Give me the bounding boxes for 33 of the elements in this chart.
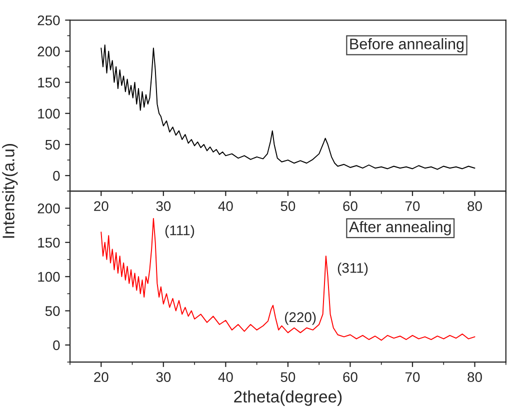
- annotation: (111): [165, 225, 194, 238]
- x-tick-label: 80: [468, 201, 482, 212]
- x-tick-label: 80: [468, 372, 482, 382]
- y-tick-label: 200: [38, 204, 60, 214]
- y-tick-label: 200: [38, 46, 60, 56]
- y-tick-label: 150: [38, 238, 60, 248]
- x-tick-label: 70: [405, 372, 420, 382]
- x-axis-title: 2theta(degree): [234, 390, 342, 406]
- y-axis-title: Intensity(a.u): [2, 144, 18, 238]
- x-tick-label: 60: [343, 201, 358, 212]
- x-tick-label: 20: [94, 201, 108, 212]
- x-tick-label: 30: [156, 372, 171, 382]
- y-tick-label: 50: [45, 306, 60, 316]
- annotation: Before annealing: [350, 38, 464, 52]
- annotation: (220): [284, 312, 316, 325]
- y-tick-label: 0: [53, 340, 60, 350]
- x-tick-label: 40: [218, 201, 233, 212]
- x-tick-label: 70: [405, 201, 420, 212]
- y-tick-label: 150: [38, 78, 60, 88]
- y-tick-label: 100: [38, 272, 60, 282]
- x-tick-label: 30: [156, 201, 171, 212]
- x-tick-label: 20: [94, 372, 108, 382]
- x-tick-label: 50: [280, 201, 296, 212]
- y-tick-label: 250: [38, 15, 60, 26]
- y-tick-label: 100: [38, 108, 60, 119]
- x-tick-label: 50: [280, 372, 296, 382]
- x-tick-label: 40: [218, 372, 233, 382]
- y-tick-label: 0: [53, 170, 60, 181]
- line-series: [100, 218, 476, 341]
- annotation: After annealing: [349, 221, 451, 236]
- y-tick-label: 50: [45, 140, 60, 150]
- annotation: (311): [338, 262, 368, 276]
- x-tick-label: 60: [343, 372, 358, 382]
